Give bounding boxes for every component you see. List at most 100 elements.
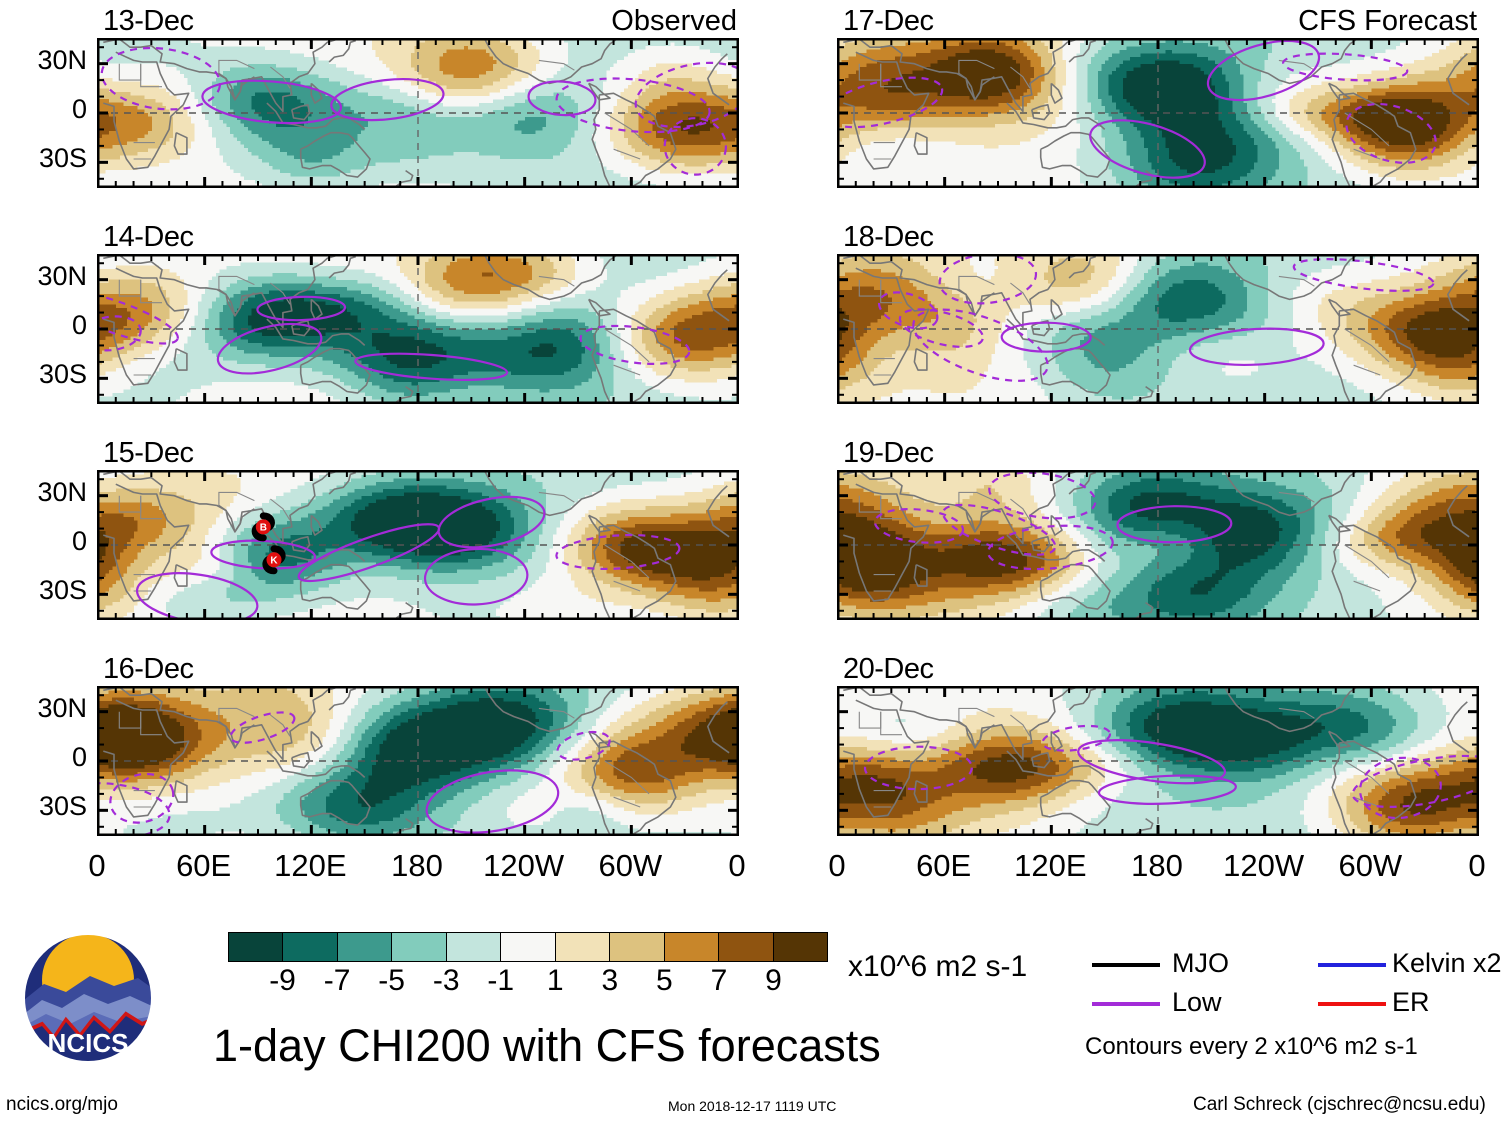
low-contour: [1351, 754, 1478, 808]
panel-frame: [837, 470, 1479, 620]
panel-date-label: 17-Dec: [843, 5, 934, 37]
colorbar-tick-label: 3: [601, 964, 619, 997]
panel-date-label: 20-Dec: [843, 653, 934, 685]
legend-label-mjo: MJO: [1172, 948, 1229, 978]
low-contour: [1000, 321, 1092, 353]
low-contour: [330, 78, 445, 122]
footer-timestamp: Mon 2018-12-17 1119 UTC: [668, 1098, 837, 1114]
map-canvas: [97, 254, 739, 404]
logo-text: NCICS: [48, 1028, 129, 1058]
x-axis-label: 120W: [1223, 848, 1305, 883]
y-axis-label: 30S: [38, 359, 87, 390]
wave-contour-layer: [838, 39, 1437, 179]
low-contour: [1116, 505, 1233, 544]
low-contour: [229, 711, 296, 744]
x-axis-label: 120E: [1014, 848, 1087, 883]
low-contour: [135, 572, 259, 619]
storm-label: K: [270, 555, 278, 566]
panel-date-label: 16-Dec: [103, 653, 194, 685]
y-axis-label: 30N: [37, 260, 87, 291]
figure-title: 1-day CHI200 with CFS forecasts: [213, 1020, 881, 1071]
x-axis-label: 0: [728, 848, 746, 883]
coastline-layer: [103, 687, 730, 835]
reference-lines: [98, 471, 738, 619]
low-contour: [1089, 119, 1206, 179]
map-panel-17-dec: [837, 38, 1479, 188]
colorbar-tick-label: 7: [710, 964, 728, 997]
low-contour: [1345, 102, 1437, 164]
coastline-layer: [103, 471, 730, 619]
y-axis-label: 30N: [37, 44, 87, 75]
colorbar-swatch: [610, 933, 665, 961]
low-contour: [354, 352, 509, 381]
colorbar-tick-label: -1: [487, 964, 515, 997]
colorbar-swatch: [501, 933, 556, 961]
colorbar-swatch: [719, 933, 774, 961]
low-contour: [527, 80, 597, 117]
legend-swatch-mjo: [1092, 963, 1160, 967]
map-panel-19-dec: [837, 470, 1479, 620]
contour-fill-layer: [838, 687, 1478, 835]
x-axis-label: 0: [828, 848, 846, 883]
low-contour: [863, 745, 973, 791]
legend-label-kelvin-x2: Kelvin x2: [1392, 948, 1502, 978]
colorbar-swatch: [337, 933, 393, 961]
low-contour: [216, 322, 323, 375]
footer-author: Carl Schreck (cjschrec@ncsu.edu): [1193, 1094, 1486, 1115]
colorbar-swatch: [664, 933, 720, 961]
map-canvas: [837, 686, 1479, 836]
x-axis-label: 60W: [1338, 848, 1403, 883]
map-canvas: [837, 470, 1479, 620]
panel-frame: [837, 254, 1479, 404]
x-axis-label: 120E: [274, 848, 347, 883]
legend-label-er: ER: [1392, 987, 1430, 1017]
panel-frame: [837, 686, 1479, 836]
legend-swatch-er: [1318, 1002, 1386, 1006]
legend-label-low: Low: [1172, 987, 1222, 1017]
y-axis-label: 30N: [37, 476, 87, 507]
legend-swatch-kelvin-x2: [1318, 963, 1386, 967]
storm-marker[interactable]: K: [262, 545, 286, 575]
reference-lines: [838, 471, 1478, 619]
storm-marker-layer: BK: [251, 512, 286, 575]
reference-lines: [98, 687, 738, 835]
map-panel-13-dec: [97, 38, 739, 188]
map-panel-14-dec: [97, 254, 739, 404]
map-canvas: [97, 686, 739, 836]
storm-marker[interactable]: B: [251, 512, 275, 542]
colorbar-tick-label: -9: [269, 964, 296, 997]
colorbar-tick-label: 1: [546, 964, 564, 997]
x-axis-label: 60E: [916, 848, 972, 883]
low-contour: [201, 79, 343, 125]
coastline-layer: [843, 255, 1470, 403]
footer-site-link[interactable]: ncics.org/mjo: [6, 1094, 118, 1115]
low-contour: [663, 117, 727, 176]
low-contour: [98, 289, 179, 345]
low-contour: [109, 772, 175, 824]
colorbar-tick-label: 9: [765, 964, 782, 997]
y-axis-label: 0: [71, 310, 87, 340]
panel-date-label: 18-Dec: [843, 221, 934, 253]
low-contour: [423, 547, 529, 606]
column-header-forecast: CFS Forecast: [1298, 5, 1477, 37]
x-axis-label: 60E: [176, 848, 232, 883]
column-header-observed: Observed: [611, 5, 737, 37]
panel-date-label: 14-Dec: [103, 221, 194, 253]
wave-contour-layer: [100, 46, 738, 176]
coastline-layer: [843, 471, 1470, 619]
low-contour: [556, 730, 611, 761]
coastline-layer: [843, 39, 1470, 187]
reference-lines: [98, 39, 738, 187]
colorbar-tick-label: -5: [378, 964, 405, 997]
panel-frame: [97, 38, 739, 188]
low-contour: [425, 769, 560, 834]
x-axis-label: 60W: [598, 848, 663, 883]
y-axis-label: 30S: [38, 143, 87, 174]
low-contour: [1097, 774, 1237, 805]
x-axis-label: 180: [391, 848, 443, 883]
contour-interval-note: Contours every 2 x10^6 m2 s-1: [1085, 1033, 1418, 1060]
y-axis-label: 0: [71, 526, 87, 556]
ncics-logo[interactable]: NCICS: [18, 928, 158, 1068]
map-canvas: [97, 38, 739, 188]
panel-frame: [97, 254, 739, 404]
